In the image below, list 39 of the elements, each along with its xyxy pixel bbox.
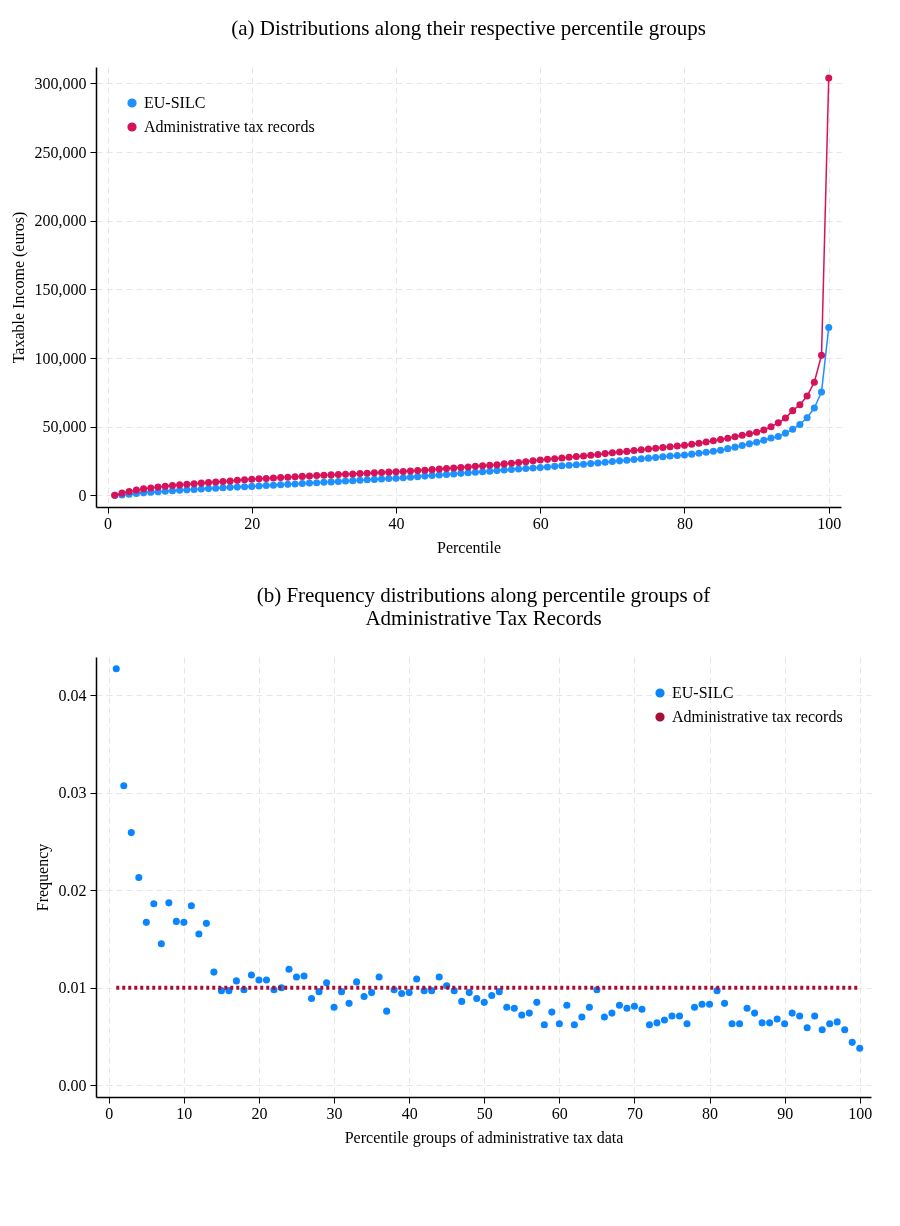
x-tick-label: 60: [532, 514, 549, 532]
y-tick-label: 100,000: [34, 349, 87, 367]
x-tick-label: 0: [105, 1104, 114, 1122]
y-tick-label: 0: [78, 486, 87, 504]
x-tick-label: 20: [244, 514, 261, 532]
x-tick-label: 40: [388, 514, 405, 532]
chart-title: (a) Distributions along their respective percentile groups: [231, 16, 706, 40]
x-tick-label: 20: [251, 1104, 268, 1122]
y-tick-label: 50,000: [42, 418, 87, 436]
x-tick-label: 90: [777, 1104, 794, 1122]
y-tick-label: 0.03: [58, 784, 87, 802]
chart-title: (b) Frequency distributions along percentile groups of Administrative Tax Records: [256, 583, 711, 630]
x-axis-title: Percentile: [437, 538, 501, 556]
legend-label: Administrative tax records: [144, 118, 315, 135]
x-tick-label: 70: [626, 1104, 643, 1122]
y-tick-label: 250,000: [34, 143, 87, 161]
y-tick-label: 300,000: [34, 74, 87, 92]
x-axis-title: Percentile groups of administrative tax data: [344, 1128, 624, 1147]
x-tick-label: 10: [176, 1104, 193, 1122]
y-axis-title: Taxable Income (euros): [9, 211, 28, 364]
y-tick-label: 0.02: [58, 881, 87, 899]
legend-label: EU-SILC: [672, 684, 734, 701]
y-tick-label: 0.01: [58, 979, 87, 997]
y-tick-label: 0.00: [58, 1076, 87, 1094]
legend-label: EU-SILC: [144, 94, 206, 111]
x-tick-label: 80: [677, 514, 693, 532]
y-axis-title: Frequency: [33, 843, 52, 912]
x-tick-label: 100: [848, 1104, 873, 1122]
x-tick-label: 40: [401, 1104, 418, 1122]
x-tick-label: 50: [476, 1104, 493, 1122]
legend-label: Administrative tax records: [672, 708, 843, 725]
y-tick-label: 200,000: [34, 212, 87, 230]
x-tick-label: 60: [551, 1104, 568, 1122]
y-tick-label: 150,000: [34, 280, 87, 298]
x-tick-label: 0: [104, 514, 113, 532]
y-tick-label: 0.04: [58, 686, 87, 704]
x-tick-label: 100: [817, 514, 842, 532]
x-tick-label: 30: [326, 1104, 343, 1122]
x-tick-label: 80: [702, 1104, 719, 1122]
